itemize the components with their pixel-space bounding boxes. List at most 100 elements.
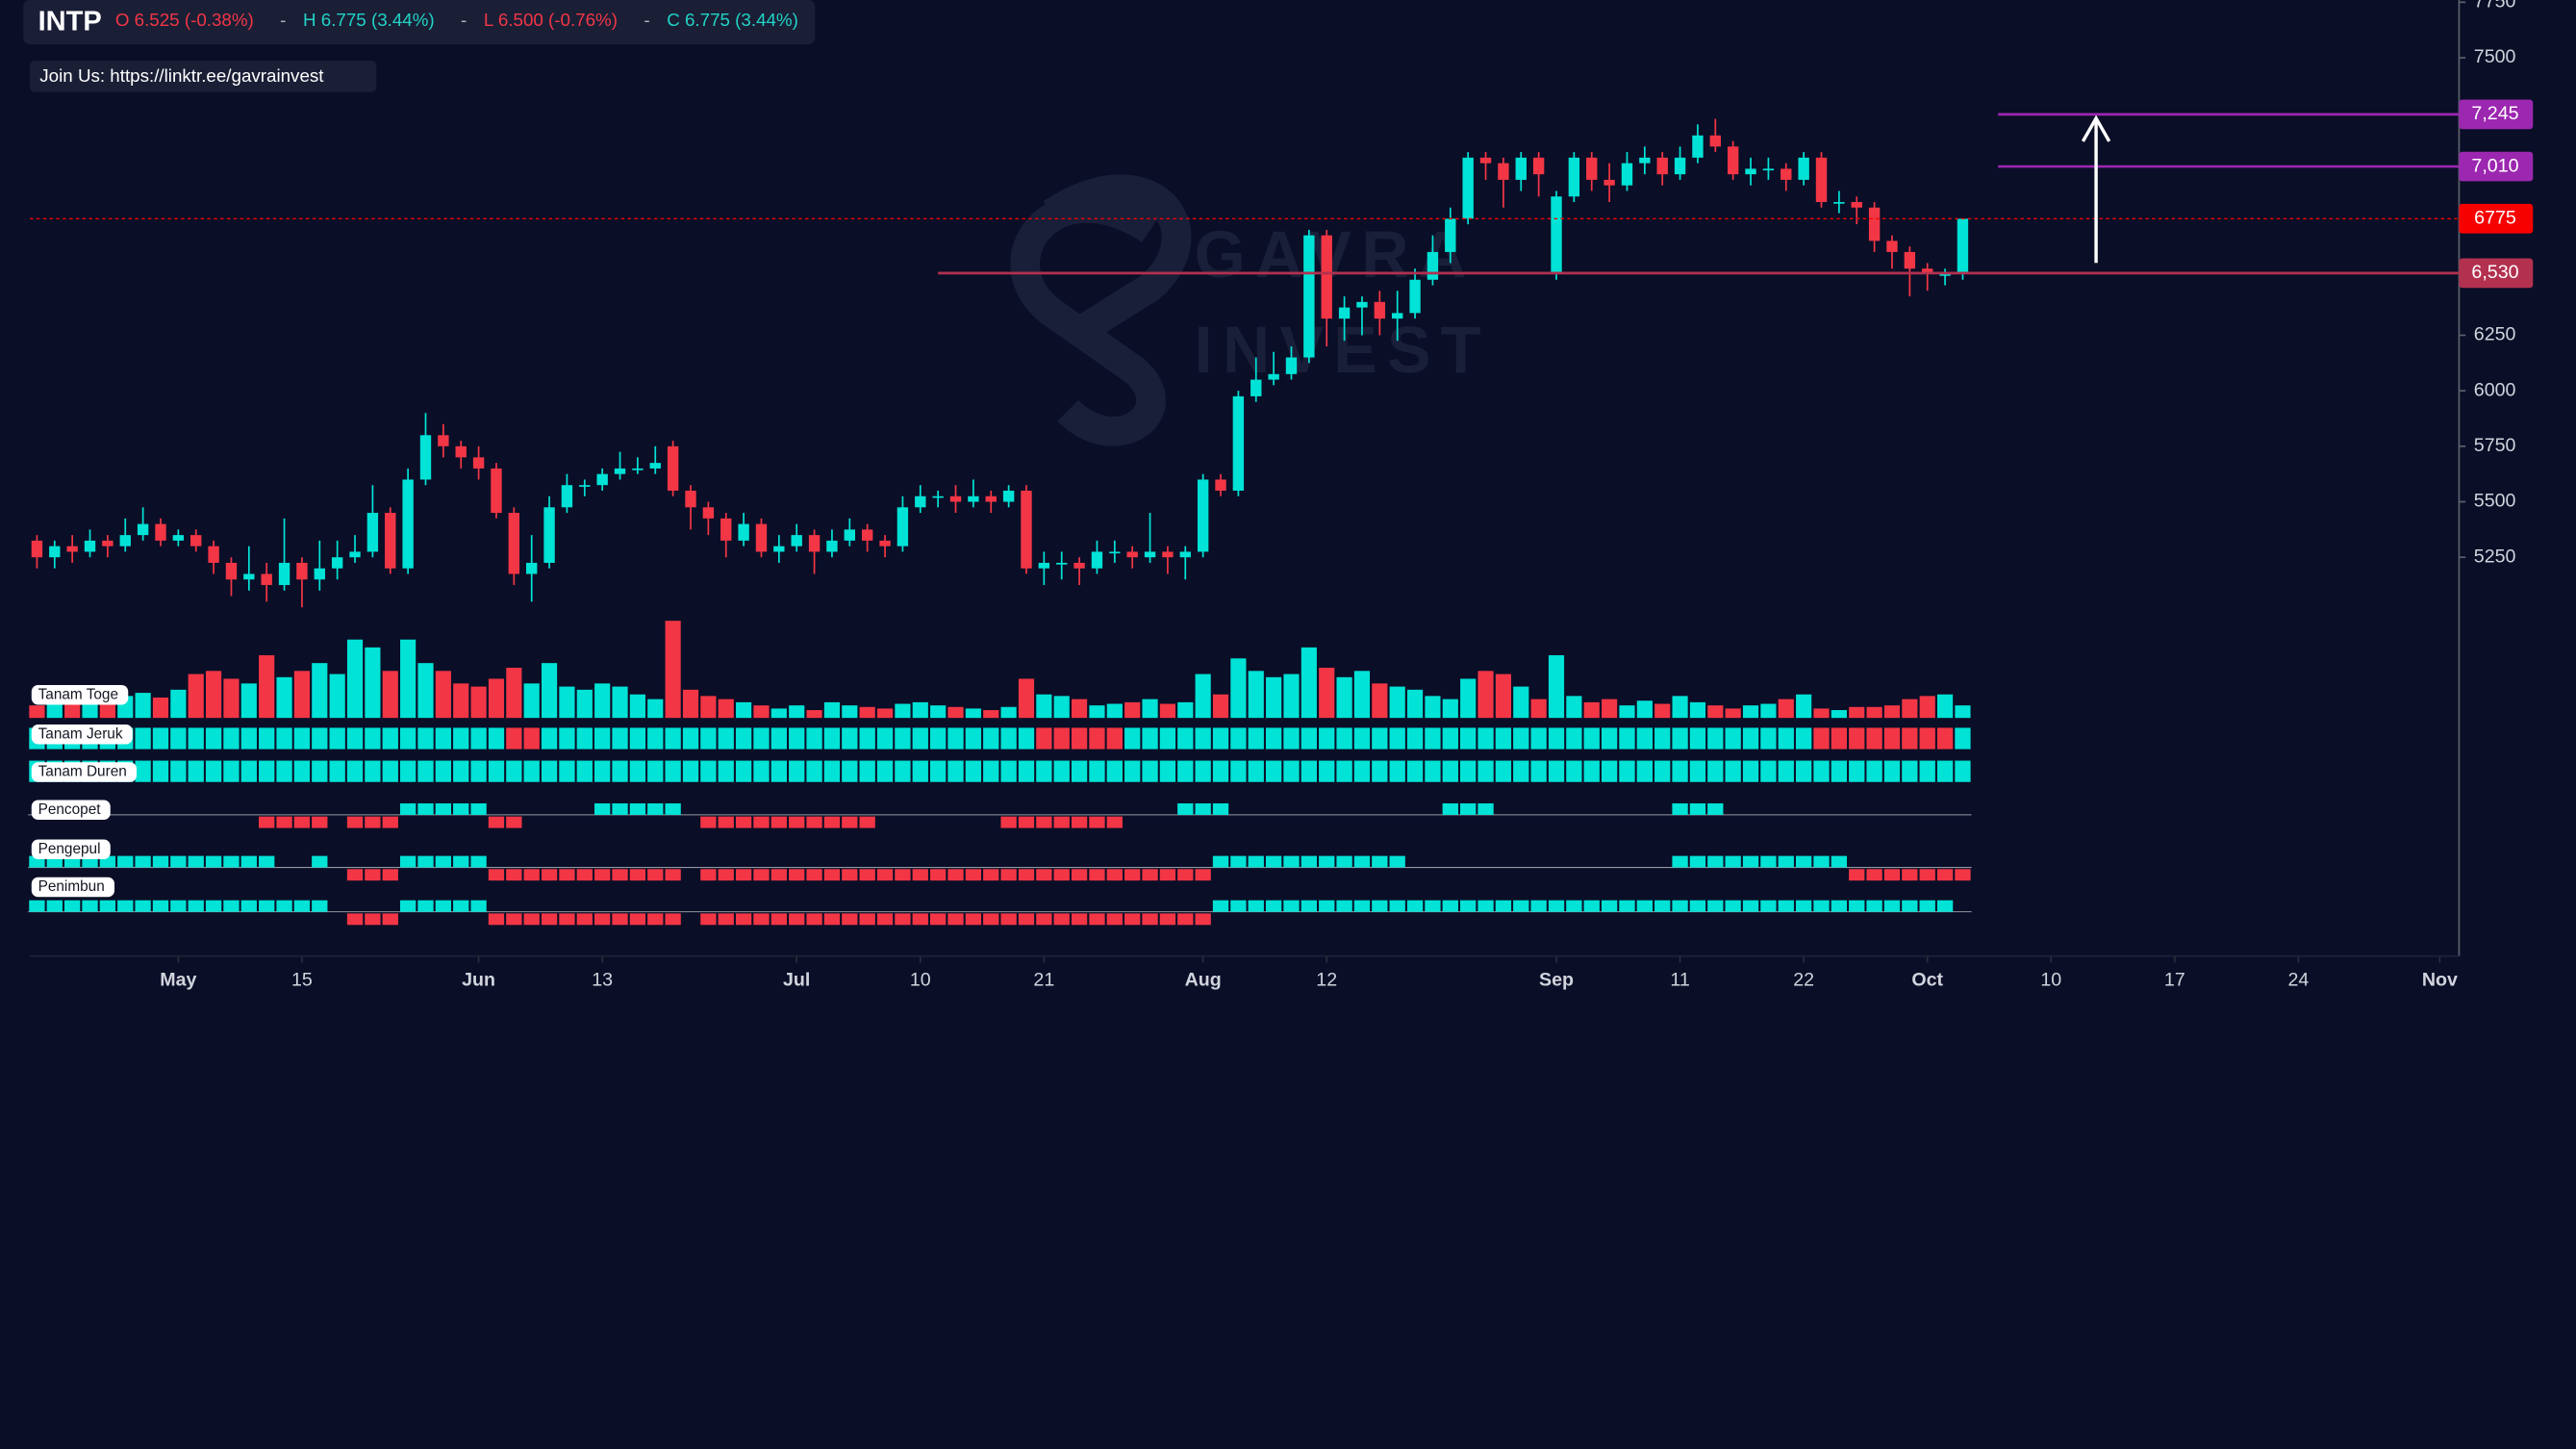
level-label-box (2459, 151, 2534, 182)
candle-body (949, 496, 962, 502)
indicator-block (629, 760, 646, 782)
indicator-block (417, 900, 434, 912)
candle-body (296, 562, 308, 580)
indicator-block (594, 802, 611, 815)
indicator-block (1036, 869, 1052, 881)
indicator-label-box (31, 724, 133, 745)
volume-bar (453, 683, 469, 719)
indicator-block (329, 727, 345, 750)
indicator-block (576, 913, 593, 926)
candle-body (1445, 218, 1456, 252)
candle-body (1886, 241, 1898, 252)
ohlc-readout: O 6.525 (-0.38%) - H 6.775 (3.44%) - L 6.500… (115, 10, 798, 30)
indicator-block (1513, 900, 1529, 912)
indicator-block (188, 727, 204, 750)
volume-bar (365, 647, 381, 719)
link[interactable]: Join Us: https://linktr.ee/gavrainvest (39, 65, 324, 86)
indicator-block (1583, 727, 1600, 750)
indicator-block (1795, 900, 1812, 912)
candle-body (1621, 163, 1633, 186)
indicator-block (1142, 869, 1158, 881)
indicator-block (1707, 900, 1724, 912)
volume-bar (1442, 699, 1458, 719)
indicator-block (365, 760, 381, 782)
indicator-block (276, 760, 292, 782)
indicator-block (1619, 727, 1635, 750)
volume-bar (1902, 699, 1918, 719)
candle-body (826, 540, 838, 552)
candle-body (1851, 201, 1862, 208)
indicator-block (842, 727, 858, 750)
volume-bar (947, 706, 964, 719)
level-label-box (2459, 258, 2534, 289)
indicator-block (559, 869, 575, 881)
indicator-block (1513, 760, 1529, 782)
indicator-block (63, 855, 81, 868)
indicator-block (1018, 869, 1035, 881)
indicator-block (523, 913, 540, 926)
volume-bar (806, 710, 822, 719)
candle-body (1674, 157, 1686, 175)
candle-body (1568, 157, 1580, 197)
x-tick-label: Sep (1539, 970, 1574, 991)
candle-body (1798, 157, 1809, 180)
indicator-block (1265, 760, 1282, 782)
volume-bar (1513, 686, 1529, 719)
volume-bar (1883, 705, 1901, 719)
indicator-block (718, 760, 734, 782)
indicator-block (983, 760, 999, 782)
indicator-block (1195, 760, 1211, 782)
indicator-block (1902, 760, 1918, 782)
indicator-block (541, 760, 558, 782)
candle-body (1957, 218, 1969, 274)
volume-bar (965, 708, 981, 719)
indicator-block (1177, 913, 1194, 926)
candle-body (1939, 273, 1951, 276)
indicator-block (1919, 869, 1935, 881)
indicator-block (1831, 855, 1848, 868)
indicator-block (1195, 727, 1211, 750)
candle-body (385, 513, 396, 569)
indicator-block (1230, 727, 1247, 750)
indicator-block (188, 900, 204, 912)
indicator-block (1018, 913, 1035, 926)
indicator-block (612, 869, 628, 881)
indicator-block (188, 760, 204, 782)
candle-body (1586, 157, 1598, 180)
indicator-block (1071, 760, 1088, 782)
indicator-block (1902, 869, 1918, 881)
indicator-block (1654, 760, 1671, 782)
indicator-block (1760, 727, 1777, 750)
indicator-block (1477, 727, 1494, 750)
volume-bar (135, 693, 151, 719)
candle-body (1515, 157, 1527, 180)
target-arrow-head (2081, 114, 2111, 142)
indicator-block (1955, 727, 1971, 750)
volume-bar (1707, 705, 1724, 719)
indicator-block (700, 760, 717, 782)
symbol[interactable]: INTP (38, 7, 102, 38)
candle-body (472, 457, 485, 469)
indicator-block (1248, 760, 1264, 782)
indicator-block (1000, 816, 1017, 828)
indicator-block (1778, 727, 1794, 750)
volume-bar (1495, 674, 1511, 719)
indicator-block (1813, 900, 1830, 912)
indicator-block (435, 802, 452, 815)
indicator-block (753, 913, 770, 926)
indicator-block (823, 727, 841, 750)
indicator-block (1018, 727, 1035, 750)
indicator-block (1707, 855, 1724, 868)
indicator-block (665, 869, 681, 881)
indicator-block (312, 900, 328, 912)
indicator-block (1212, 900, 1229, 912)
indicator-block (965, 869, 982, 881)
indicator-block (1460, 727, 1477, 750)
y-tick-label: 6250 (2474, 324, 2516, 345)
indicator-block (259, 855, 275, 868)
indicator-block (629, 913, 646, 926)
indicator-block (1442, 900, 1458, 912)
indicator-block (1831, 727, 1848, 750)
indicator-block (1319, 727, 1335, 750)
indicator-block (259, 727, 275, 750)
